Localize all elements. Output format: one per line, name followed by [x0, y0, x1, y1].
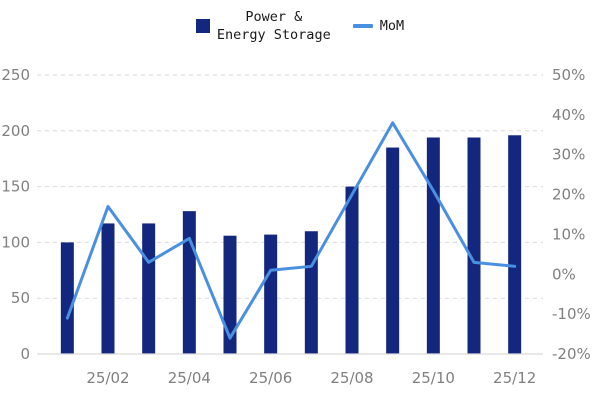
- bar: [182, 211, 196, 354]
- y-axis-left-tick-label: 250: [1, 66, 30, 84]
- bar: [304, 231, 318, 354]
- y-axis-right-tick-label: 50%: [552, 66, 585, 84]
- x-axis-tick-label: 25/10: [412, 369, 455, 387]
- bar: [101, 223, 115, 354]
- line-series-mom: [65, 121, 517, 340]
- bar: [264, 234, 278, 354]
- y-axis-right-tick-label: -10%: [552, 305, 591, 323]
- bar: [467, 137, 481, 354]
- bar: [426, 137, 440, 354]
- legend-line-swatch-icon: [352, 24, 373, 28]
- bar: [386, 147, 400, 354]
- x-axis-tick-label: 25/08: [330, 369, 373, 387]
- x-axis-ticks: 25/02 25/04 25/06 25/08 25/10 25/12: [86, 369, 536, 387]
- legend-item-mom: MoM: [352, 17, 405, 35]
- legend-label-mom: MoM: [379, 17, 405, 34]
- y-axis-right-tick-label: 30%: [552, 146, 585, 164]
- y-axis-left-tick-label: 50: [11, 289, 30, 307]
- legend-label-power-energy-storage: Power & Energy Storage: [216, 8, 331, 43]
- x-axis-tick-label: 25/04: [168, 369, 211, 387]
- bar: [345, 186, 359, 354]
- bar: [508, 135, 522, 354]
- mom-line-path: [65, 121, 517, 340]
- y-axis-right-tick-label: 10%: [552, 225, 585, 243]
- y-axis-left-tick-label: 0: [20, 345, 30, 363]
- legend-item-power-energy-storage: Power & Energy Storage: [195, 8, 331, 44]
- y-axis-right-tick-label: 20%: [552, 186, 585, 204]
- bar: [223, 235, 237, 354]
- y-axis-right-tick-label: 40%: [552, 106, 585, 124]
- y-axis-left-tick-label: 100: [1, 233, 30, 251]
- y-axis-left-ticks: 0 50 100 150 200 250: [1, 66, 30, 363]
- y-axis-right-ticks: -20% -10% 0% 10% 20% 30% 40% 50%: [552, 66, 591, 363]
- y-axis-left-tick-label: 200: [1, 122, 30, 140]
- legend-bar-swatch-icon: [195, 19, 210, 33]
- y-axis-right-tick-label: 0%: [552, 265, 576, 283]
- bar: [60, 242, 74, 354]
- bar-series-power-energy-storage: [60, 135, 522, 354]
- y-axis-right-tick-label: -20%: [552, 345, 591, 363]
- chart-legend: Power & Energy Storage MoM: [0, 0, 600, 52]
- x-axis-tick-label: 25/02: [86, 369, 129, 387]
- y-axis-left-tick-label: 150: [1, 178, 30, 196]
- x-axis-tick-label: 25/12: [493, 369, 536, 387]
- x-axis-tick-label: 25/06: [249, 369, 292, 387]
- bar: [142, 223, 156, 354]
